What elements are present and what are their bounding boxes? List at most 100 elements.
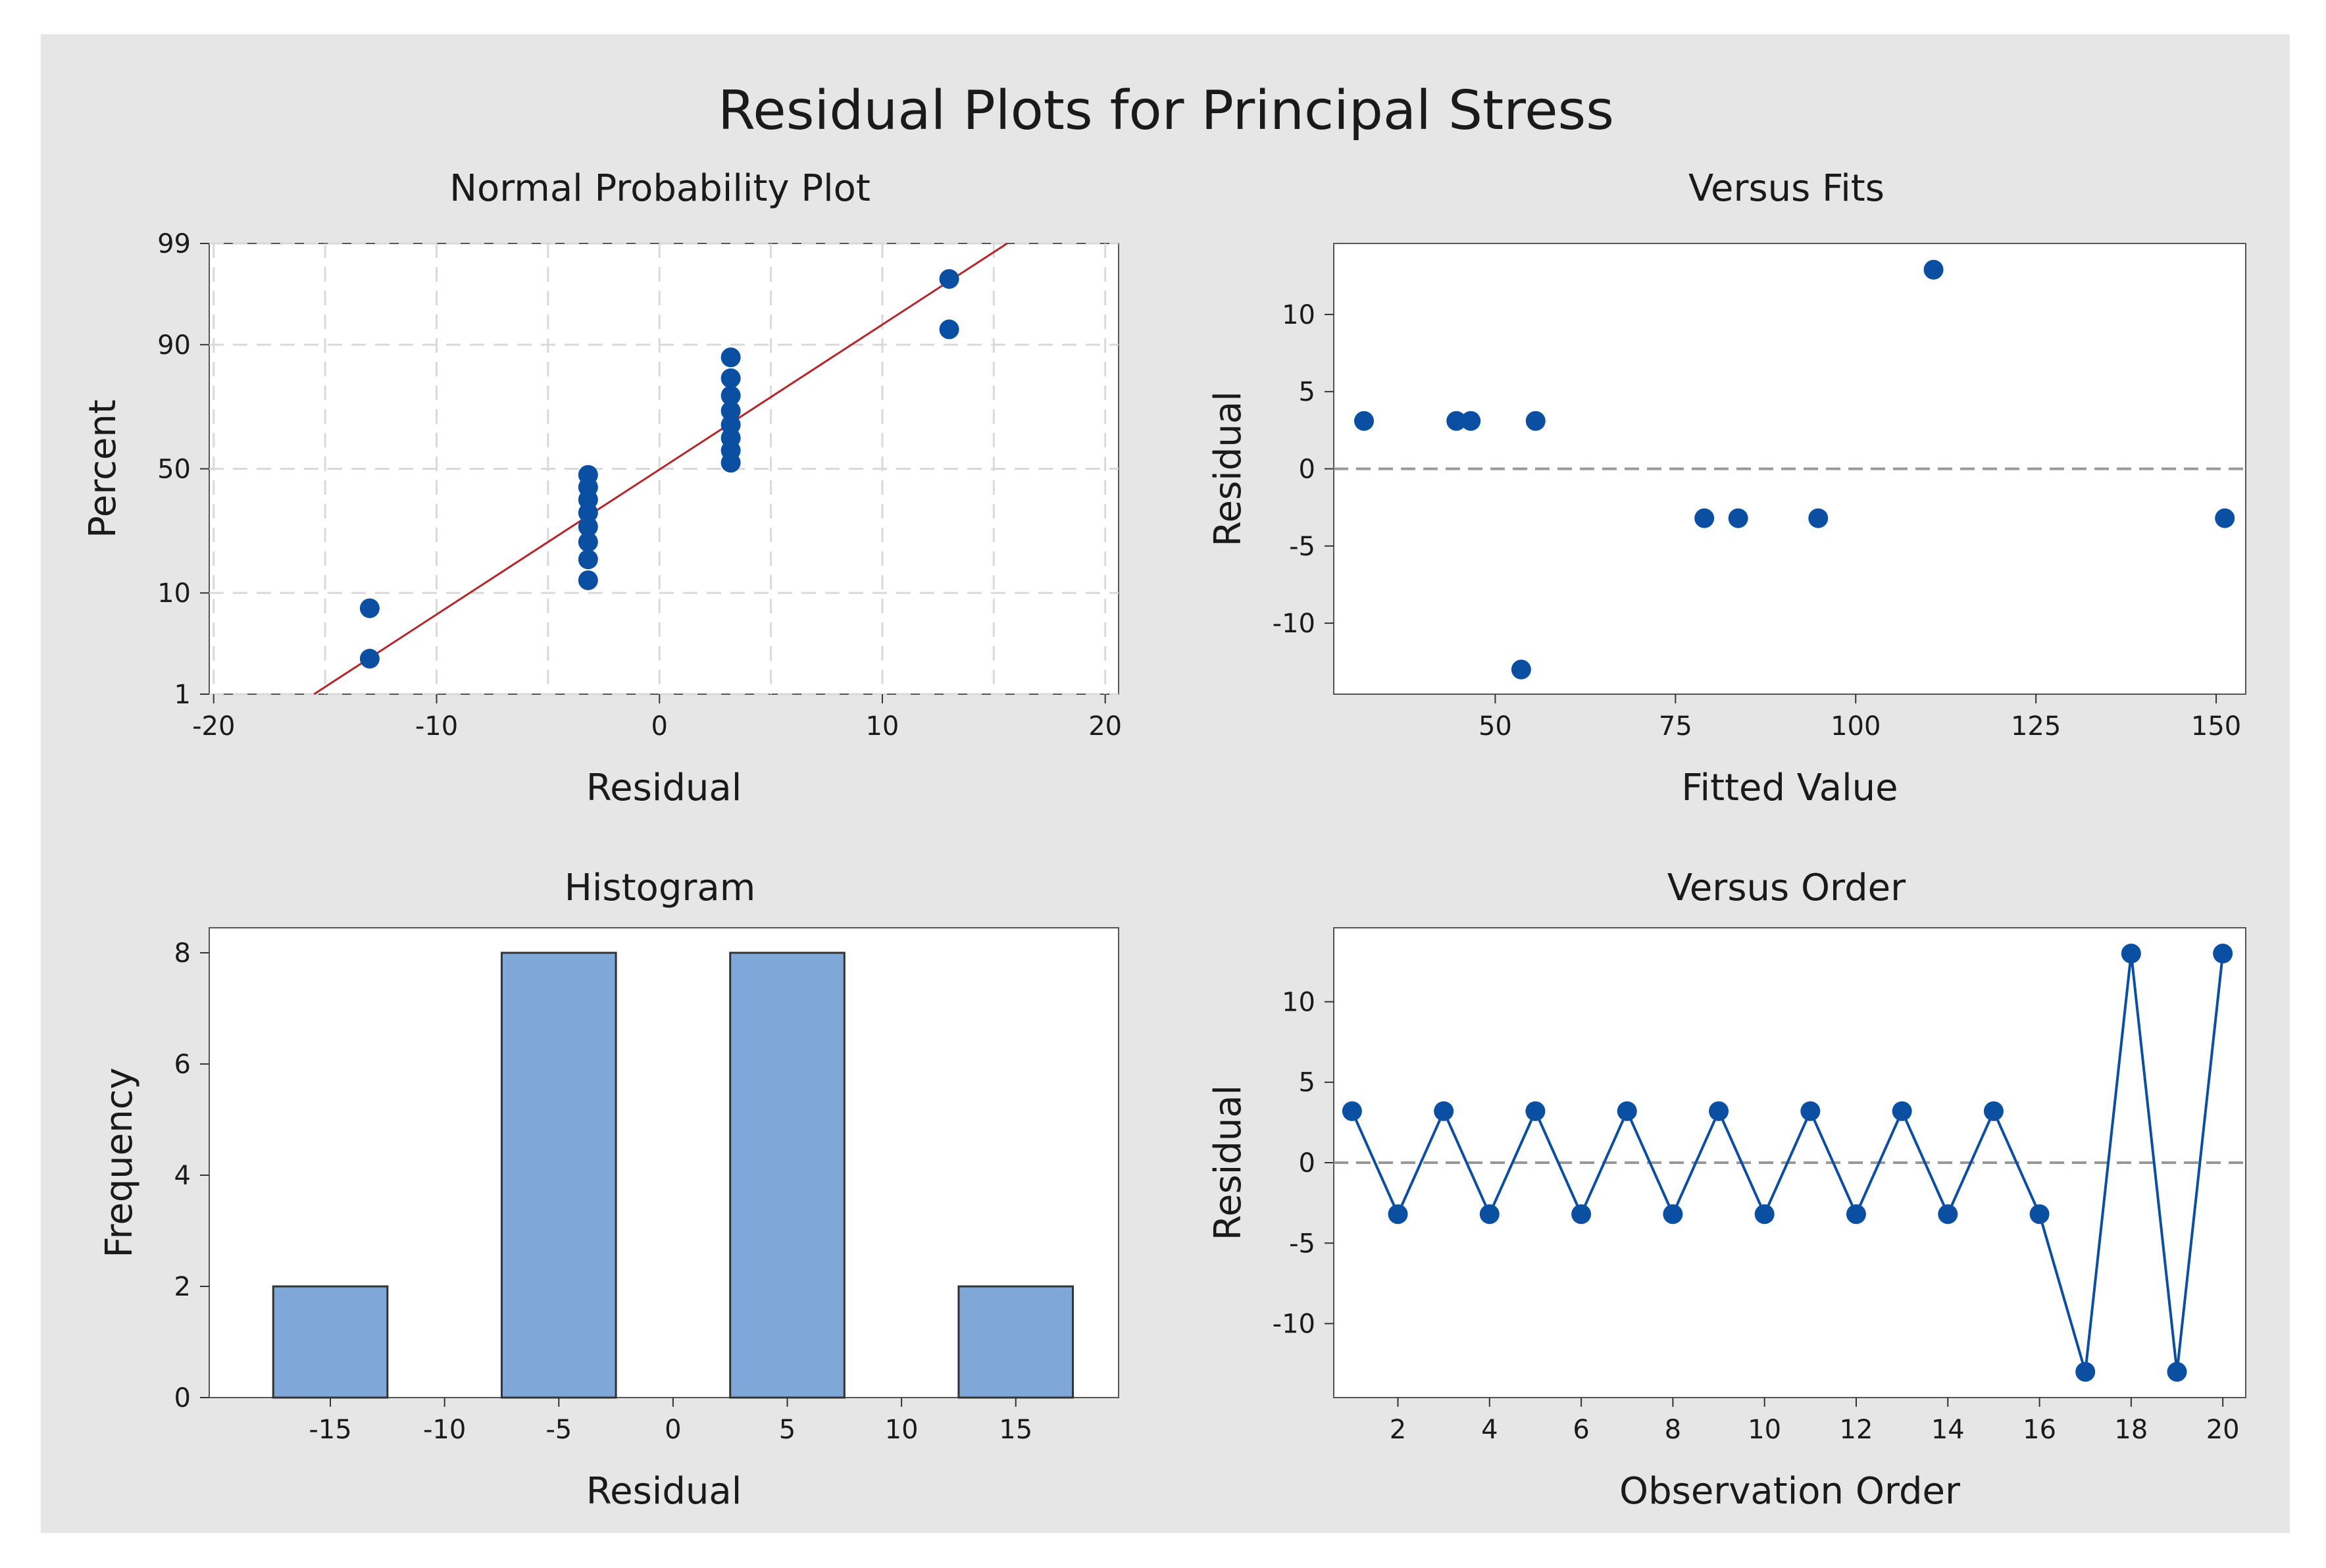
y-tick-label: 2 xyxy=(174,1272,191,1302)
x-tick-label: 20 xyxy=(1088,711,1122,742)
y-tick-label: -5 xyxy=(1289,1228,1315,1259)
data-point xyxy=(1754,1204,1775,1225)
x-tick-label: 10 xyxy=(1748,1415,1781,1445)
x-tick-label: 4 xyxy=(1481,1415,1498,1445)
x-tick-label: -15 xyxy=(309,1415,351,1445)
x-axis-label: Residual xyxy=(586,1470,742,1513)
histogram-bar xyxy=(957,1285,1075,1399)
data-point xyxy=(2121,944,2141,964)
x-tick-label: -5 xyxy=(545,1415,572,1445)
data-point xyxy=(578,465,598,485)
y-tick-label: 4 xyxy=(174,1161,191,1191)
x-tick-label: 14 xyxy=(1931,1415,1965,1445)
x-tick-label: 10 xyxy=(885,1415,919,1445)
x-tick-label: 12 xyxy=(1840,1415,1873,1445)
data-point xyxy=(1728,508,1748,528)
data-point xyxy=(1846,1204,1866,1225)
data-point xyxy=(1694,508,1715,528)
data-point xyxy=(1342,1101,1362,1121)
y-tick-label: -10 xyxy=(1273,609,1315,639)
data-point xyxy=(1461,411,1481,431)
data-point xyxy=(721,401,741,421)
y-tick-label: 8 xyxy=(174,938,191,969)
x-tick-label: 0 xyxy=(665,1415,681,1445)
data-point xyxy=(578,570,598,590)
x-tick-label: 75 xyxy=(1659,711,1692,742)
data-point xyxy=(1525,411,1546,431)
y-tick-label: 6 xyxy=(174,1050,191,1080)
y-tick-label: 0 xyxy=(174,1383,191,1413)
y-tick-label: 0 xyxy=(1299,1148,1315,1178)
x-axis-label: Observation Order xyxy=(1619,1470,1961,1513)
panel-title: Normal Probability Plot xyxy=(449,167,871,210)
fit-line xyxy=(313,242,1008,695)
y-tick-label: 10 xyxy=(1282,987,1315,1017)
x-tick-label: 50 xyxy=(1479,711,1512,742)
normal-probability-panel: Normal Probability Plot Residual Percent -2… xyxy=(82,167,1122,809)
panel-title: Histogram xyxy=(565,867,756,909)
y-tick-label: 90 xyxy=(157,330,191,361)
data-point xyxy=(359,649,380,669)
data-point xyxy=(939,319,959,340)
x-tick-label: 15 xyxy=(999,1415,1032,1445)
residual-series-line xyxy=(1351,953,2225,1373)
x-tick-label: 2 xyxy=(1390,1415,1406,1445)
data-point xyxy=(1446,411,1467,431)
x-tick-label: 6 xyxy=(1573,1415,1589,1445)
y-tick-label: 0 xyxy=(1299,455,1315,485)
data-point xyxy=(721,368,741,388)
data-point xyxy=(1663,1204,1683,1225)
data-point xyxy=(939,268,959,289)
data-point xyxy=(1479,1204,1500,1225)
y-tick-label: 50 xyxy=(157,455,191,485)
data-point xyxy=(721,415,741,435)
panel-title: Versus Fits xyxy=(1688,167,1884,210)
x-tick-label: -10 xyxy=(415,711,458,742)
data-point xyxy=(721,347,741,368)
data-point xyxy=(721,386,741,406)
data-point xyxy=(1388,1204,1408,1225)
chart-panels: Normal Probability Plot Residual Percent -2… xyxy=(82,167,2246,1513)
x-tick-label: 20 xyxy=(2206,1415,2240,1445)
y-axis-label: Percent xyxy=(82,399,124,538)
x-tick-label: 125 xyxy=(2011,711,2061,742)
data-point xyxy=(1892,1101,1912,1121)
data-point xyxy=(2215,508,2235,528)
histogram-bar xyxy=(729,951,846,1399)
histogram-bar xyxy=(500,951,617,1399)
y-axis-label: Frequency xyxy=(98,1067,141,1257)
y-tick-label: 10 xyxy=(157,578,191,609)
x-tick-label: 0 xyxy=(651,711,667,742)
data-point xyxy=(578,532,598,552)
x-tick-label: 8 xyxy=(1665,1415,1681,1445)
y-tick-label: 1 xyxy=(174,680,191,710)
x-tick-label: 150 xyxy=(2191,711,2241,742)
data-point xyxy=(2029,1204,2050,1225)
panel-title: Versus Order xyxy=(1667,867,1906,909)
data-point xyxy=(1511,659,1531,680)
data-point xyxy=(1800,1101,1821,1121)
data-point xyxy=(1983,1101,2004,1121)
x-axis-label: Residual xyxy=(586,767,742,809)
x-tick-label: 16 xyxy=(2023,1415,2056,1445)
x-tick-label: 5 xyxy=(779,1415,796,1445)
x-tick-label: -10 xyxy=(423,1415,466,1445)
y-tick-label: 99 xyxy=(157,229,191,259)
y-tick-label: 10 xyxy=(1282,300,1315,330)
data-point xyxy=(2213,944,2233,964)
data-point xyxy=(359,598,380,619)
data-point xyxy=(1525,1101,1546,1121)
versus-order-panel: Versus Order Observation Order Residual 2 4 6… xyxy=(1207,867,2246,1513)
x-tick-label: 100 xyxy=(1831,711,1881,742)
y-axis-label: Residual xyxy=(1207,391,1250,547)
y-tick-label: 5 xyxy=(1299,1068,1315,1098)
figure-title: Residual Plots for Principal Stress xyxy=(718,80,1614,142)
data-point xyxy=(2075,1361,2096,1382)
data-point xyxy=(578,549,598,570)
x-tick-label: 18 xyxy=(2114,1415,2148,1445)
histogram-panel: Histogram Residual Frequency -15 -10 -5 0 5 10 15… xyxy=(98,867,1119,1513)
y-tick-label: -10 xyxy=(1273,1309,1315,1340)
data-point xyxy=(1808,508,1829,528)
